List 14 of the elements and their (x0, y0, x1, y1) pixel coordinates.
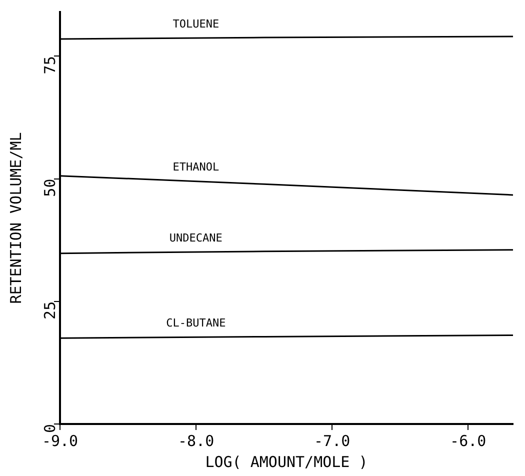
x-tick-label: -9.0 (42, 432, 78, 450)
y-tick-label: 50 (40, 178, 59, 197)
series-label: TOLUENE (172, 17, 220, 30)
y-axis-title: RETENTION VOLUME/ML (6, 132, 25, 304)
x-tick-label: -6.0 (450, 432, 486, 450)
series-label: CL-BUTANE (166, 316, 226, 330)
x-axis-title: LOG( AMOUNT/MOLE ) (205, 452, 368, 471)
y-tick-label: 0 (40, 424, 59, 434)
y-tick-label: 25 (40, 301, 59, 320)
y-tick-label: 75 (40, 56, 59, 74)
series-label: ETHANOL (172, 160, 220, 174)
x-tick-label: -8.0 (178, 432, 214, 450)
series-label: UNDECANE (169, 231, 222, 244)
x-tick-label: -7.0 (314, 432, 350, 450)
